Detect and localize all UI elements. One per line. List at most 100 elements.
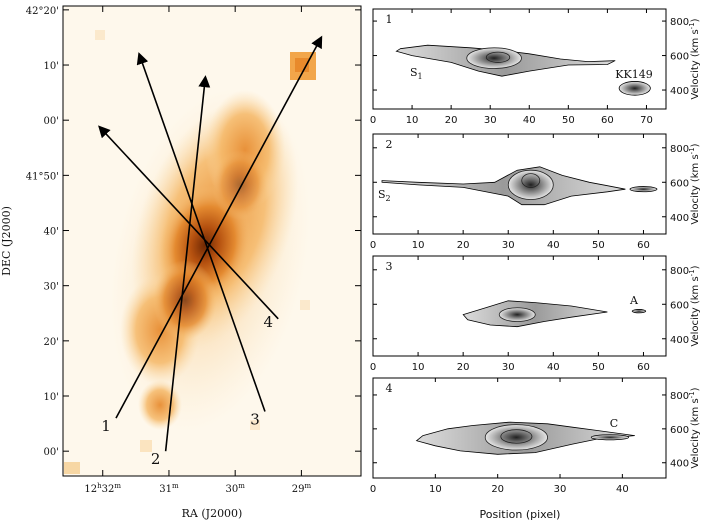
map-y-axis-label: DEC (J2000) [0,206,13,276]
slice-arrows: 1 2 3 4 [98,35,323,468]
pv-y-axis-label: Velocity (km s-1) [688,265,701,346]
pv-companion [629,186,658,193]
pv-y-tick-label: 400 [670,335,689,346]
pv-companion [590,434,629,441]
pv-source-label: C [610,417,618,430]
map-x-tick-label: 31m [159,482,179,495]
pv-x-tick-label: 10 [412,362,425,373]
pv-companion [631,309,647,314]
pv-x-tick-label: 50 [562,115,575,126]
map-y-tick-label: 10' [44,392,59,403]
pv-panel-frame [372,255,667,357]
pv-x-tick-label: 70 [640,115,653,126]
pv-contour [507,169,554,200]
pv-x-tick-label: 30 [484,115,497,126]
pv-x-tick-label: 60 [637,362,650,373]
pv-x-tick-label: 60 [637,240,650,251]
pv-companion [618,81,651,96]
pv-x-tick-label: 10 [412,240,425,251]
pv-x-tick-label: 0 [370,240,376,251]
pv-panel-1: 0 10 20 30 40 50 60 70 400 600 800 1 S1 KK149 Velocity… [370,8,701,126]
pv-x-tick-label: 30 [554,484,567,495]
pv-panel-number: 4 [386,382,393,395]
pv-y-tick-label: 600 [670,52,689,63]
pv-x-axis-label: Position (pixel) [480,508,561,521]
pv-y-tick-label: 600 [670,300,689,311]
pv-panel-frame [372,133,667,235]
pv-y-axis-label: Velocity (km s-1) [688,387,701,468]
pv-y-tick-label: 400 [670,86,689,97]
map-y-tick-label: 00' [44,116,59,127]
pv-contour [466,47,522,69]
map-y-tick-label: 00' [44,447,59,458]
map-y-tick-label: 30' [44,282,59,293]
pv-y-tick-label: 800 [670,266,689,277]
map-y-tick-label: 41°50' [26,171,59,182]
slice-arrow-4 [98,125,279,320]
pv-panel-3: 0 10 20 30 40 50 60 400 600 800 3 A Velocity (km s-1… [370,255,701,373]
slice-arrow-3 [136,52,266,412]
pv-y-tick-label: 400 [670,213,689,224]
pv-source-label: A [629,294,639,307]
pv-x-tick-label: 10 [429,484,442,495]
pv-y-tick-label: 800 [670,391,689,402]
map-ticks [63,6,361,476]
pv-x-tick-label: 0 [370,484,376,495]
pv-y-tick-label: 400 [670,459,689,470]
pv-emission [381,166,626,206]
map-y-tick-label: 20' [44,337,59,348]
pv-contour [500,429,533,444]
pv-panel-frame [372,377,667,479]
pv-y-tick-label: 600 [670,425,689,436]
pv-contour [484,424,548,451]
pv-x-tick-label: 20 [491,484,504,495]
hi-map: 42°20' 10' 00' 41°50' 40' 30' 20' 10' 00' 12h32m 3… [0,5,362,520]
pv-y-tick-label: 800 [670,17,689,28]
slice-label-2: 2 [151,450,161,468]
map-x-tick-label: 30m [225,482,245,495]
slice-arrow-2 [164,75,211,452]
map-y-tick-label: 10' [44,61,59,72]
pv-x-tick-label: 20 [457,240,470,251]
slice-label-1: 1 [101,417,111,435]
pv-y-axis-label: Velocity (km s-1) [688,18,701,99]
map-x-tick-label: 29m [292,482,312,495]
pv-panel-4: 0 10 20 30 40 400 600 800 4 C Velocity (km s-1) [370,377,701,495]
map-x-axis-label: RA (J2000) [182,507,243,520]
map-y-tick-label: 42°20' [26,6,59,17]
pv-x-tick-label: 0 [370,115,376,126]
slice-label-3: 3 [250,410,260,428]
pv-contour [521,173,541,188]
map-tick-labels: 42°20' 10' 00' 41°50' 40' 30' 20' 10' 00' 12h32m 3… [26,6,312,495]
pv-source-label: S1 [410,66,423,81]
pv-panel-number: 3 [386,260,393,273]
pv-x-tick-label: 50 [592,362,605,373]
pv-x-tick-label: 30 [502,362,515,373]
map-y-tick-label: 40' [44,227,59,238]
pv-panel-number: 2 [386,138,393,151]
slice-label-4: 4 [263,313,273,331]
pv-y-tick-label: 600 [670,178,689,189]
slice-arrow-1 [115,35,323,419]
pv-y-tick-label: 800 [670,144,689,155]
pv-panel-number: 1 [386,13,393,26]
pv-source-label: KK149 [615,68,652,81]
map-x-tick-label: 12h32m [84,482,121,495]
pv-x-tick-label: 10 [406,115,419,126]
map-frame [62,5,362,477]
pv-panel-frame [372,8,667,110]
pv-x-tick-label: 30 [502,240,515,251]
pv-x-tick-label: 40 [547,240,560,251]
pv-x-tick-label: 40 [523,115,536,126]
pv-x-tick-label: 50 [592,240,605,251]
pv-x-tick-label: 20 [457,362,470,373]
pv-panel-2: 0 10 20 30 40 50 60 400 600 800 2 S2 Velocity (km s-… [370,133,701,251]
pv-x-tick-label: 40 [547,362,560,373]
pv-x-tick-label: 0 [370,362,376,373]
pv-source-label: S2 [378,188,391,203]
pv-x-tick-label: 60 [601,115,614,126]
pv-contour [498,307,536,322]
pv-y-axis-label: Velocity (km s-1) [688,143,701,224]
